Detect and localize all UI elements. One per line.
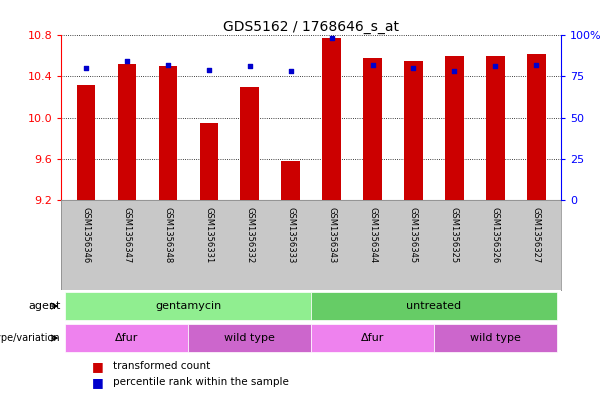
Text: GSM1356348: GSM1356348 xyxy=(163,207,172,264)
Text: GSM1356331: GSM1356331 xyxy=(204,207,213,264)
Point xyxy=(531,62,541,68)
Point xyxy=(204,66,213,73)
Bar xyxy=(311,324,434,353)
Bar xyxy=(159,66,177,200)
Bar xyxy=(322,38,341,200)
Bar xyxy=(240,86,259,200)
Bar xyxy=(445,56,463,200)
Text: GSM1356333: GSM1356333 xyxy=(286,207,295,264)
Text: Δfur: Δfur xyxy=(361,333,384,343)
Text: wild type: wild type xyxy=(224,333,275,343)
Bar xyxy=(281,161,300,200)
Point xyxy=(490,63,500,70)
Text: GSM1356345: GSM1356345 xyxy=(409,207,418,263)
Bar xyxy=(66,324,188,353)
Text: ■: ■ xyxy=(92,360,104,373)
Text: GSM1356346: GSM1356346 xyxy=(82,207,90,264)
Point xyxy=(122,58,132,64)
Text: GSM1356344: GSM1356344 xyxy=(368,207,377,263)
Point xyxy=(286,68,295,75)
Bar xyxy=(188,324,311,353)
Text: genotype/variation: genotype/variation xyxy=(0,333,61,343)
Point xyxy=(409,65,419,71)
Text: percentile rank within the sample: percentile rank within the sample xyxy=(113,377,289,387)
Text: GSM1356343: GSM1356343 xyxy=(327,207,336,264)
Point xyxy=(327,35,337,42)
Point xyxy=(449,68,459,75)
Bar xyxy=(311,292,557,320)
Bar xyxy=(199,123,218,200)
Point xyxy=(81,65,91,71)
Text: gentamycin: gentamycin xyxy=(155,301,221,311)
Text: GSM1356326: GSM1356326 xyxy=(491,207,500,264)
Text: ■: ■ xyxy=(92,376,104,389)
Bar xyxy=(364,58,382,200)
Point xyxy=(163,62,173,68)
Bar xyxy=(404,61,423,200)
Point xyxy=(245,63,254,70)
Text: transformed count: transformed count xyxy=(113,361,211,371)
Bar xyxy=(77,84,95,200)
Text: GSM1356325: GSM1356325 xyxy=(450,207,459,263)
Text: untreated: untreated xyxy=(406,301,462,311)
Text: GSM1356327: GSM1356327 xyxy=(532,207,541,264)
Text: GSM1356347: GSM1356347 xyxy=(123,207,131,264)
Bar xyxy=(527,53,546,200)
Text: Δfur: Δfur xyxy=(115,333,139,343)
Title: GDS5162 / 1768646_s_at: GDS5162 / 1768646_s_at xyxy=(223,20,399,34)
Bar xyxy=(66,292,311,320)
Text: wild type: wild type xyxy=(470,333,521,343)
Point xyxy=(368,62,378,68)
Text: agent: agent xyxy=(28,301,61,311)
Bar xyxy=(434,324,557,353)
Bar xyxy=(118,64,136,200)
Text: GSM1356332: GSM1356332 xyxy=(245,207,254,264)
Bar xyxy=(486,56,504,200)
